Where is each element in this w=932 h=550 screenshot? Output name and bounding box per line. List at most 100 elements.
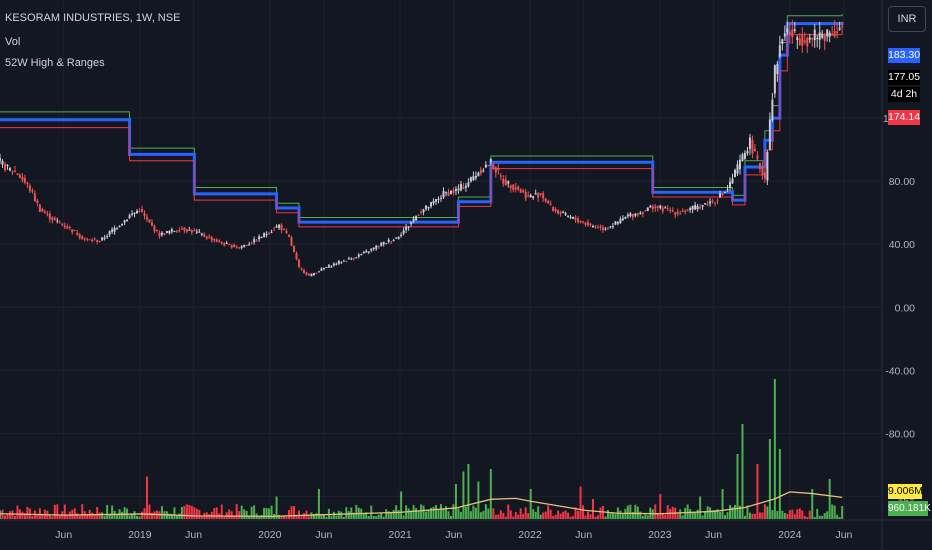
candle-body (365, 250, 368, 253)
candle-body (263, 233, 266, 237)
candle-body (427, 207, 430, 209)
volume-bar (111, 505, 114, 519)
candle-body (664, 207, 667, 209)
volume-bar (435, 505, 438, 519)
candle-body (524, 192, 527, 199)
volume-bar (534, 511, 537, 519)
candle-body (113, 228, 116, 232)
volume-bar (679, 509, 682, 519)
candle-body (432, 200, 435, 204)
candle-body (773, 65, 776, 94)
volume-bar (410, 510, 413, 519)
volume-bar (738, 505, 741, 519)
candle-body (577, 218, 580, 223)
volume-bar (183, 505, 186, 519)
candle-body (53, 217, 56, 220)
candle-body (716, 200, 719, 202)
candle-body (771, 99, 774, 121)
candle-body (806, 37, 809, 47)
volume-bar (390, 512, 393, 519)
volume-bar (153, 511, 156, 519)
volume-bar (51, 516, 54, 519)
candle-body (352, 257, 355, 259)
volume-bar (771, 509, 774, 519)
candle-body (743, 152, 746, 159)
candle-body (342, 260, 345, 262)
candle-body (275, 226, 278, 228)
volume-bar (175, 515, 178, 519)
candle-body (372, 247, 375, 250)
candle-body (684, 210, 687, 212)
candle-body (297, 259, 300, 267)
volume-bar (53, 504, 56, 519)
currency-button[interactable]: INR (888, 6, 926, 32)
candle-body (21, 177, 24, 181)
candle-body (649, 206, 652, 208)
x-tick-label: Jun (315, 529, 332, 541)
candle-body (656, 206, 659, 208)
candle-body (415, 215, 418, 221)
candle-body (390, 241, 393, 243)
volume-bar (128, 515, 131, 519)
volume-bar (474, 507, 477, 519)
candle-body (293, 245, 295, 253)
candle-body (81, 236, 84, 240)
candle-body (33, 193, 36, 202)
volume-bar (444, 506, 447, 519)
volume-bar (180, 507, 183, 519)
volume-bar (554, 514, 557, 519)
candle-body (422, 209, 425, 213)
candle-body (250, 243, 253, 245)
candle-body (494, 167, 497, 173)
volume-bar (452, 504, 455, 519)
candle-body (148, 219, 151, 223)
time-axis[interactable]: Jun 2019 Jun 2020 Jun 2021 Jun 2022 Jun 2023 Jun 20… (0, 519, 932, 541)
candle-body (467, 182, 470, 187)
candle-body (604, 228, 607, 230)
candle-body (661, 207, 664, 212)
volume-bar (432, 506, 435, 519)
candle-body (671, 210, 674, 212)
volume-bar (743, 515, 746, 519)
symbol-title[interactable]: KESORAM INDUSTRIES, 1W, NSE (5, 12, 181, 24)
volume-bar (173, 507, 176, 519)
volume-bar (838, 516, 841, 519)
volume-bar (213, 508, 216, 519)
volume-bar (654, 504, 657, 519)
x-tick-label: 2022 (518, 529, 542, 541)
candle-body (836, 31, 839, 33)
candle-body (639, 212, 642, 214)
volume-bar (801, 510, 804, 519)
volume-bar (370, 505, 373, 519)
candle-body (552, 206, 555, 212)
candle-body (93, 239, 96, 241)
volume-bar (808, 510, 811, 519)
candle-body (302, 269, 305, 273)
volume-bar (6, 513, 9, 519)
volume-bar (300, 516, 303, 519)
volume-bar (716, 509, 719, 519)
volume-bar (841, 506, 844, 519)
volume-bar (427, 510, 430, 519)
candle-body (821, 33, 824, 38)
candle-body (444, 192, 447, 194)
candle-body (474, 176, 477, 179)
candle-body (175, 230, 178, 232)
candle-body (609, 226, 612, 228)
vol-indicator-label[interactable]: Vol (5, 36, 21, 48)
candle-body (791, 29, 794, 38)
volume-bar (606, 510, 609, 519)
candle-body (522, 190, 525, 193)
candle-body (621, 218, 624, 221)
candle-body (208, 236, 211, 238)
candle-body (731, 178, 734, 184)
candle-body (392, 239, 395, 242)
candle-body (616, 221, 619, 224)
volume-bar (798, 508, 801, 519)
candle-body (509, 185, 512, 189)
candle-body (679, 213, 682, 215)
candle-body (126, 219, 129, 222)
52w-indicator-label[interactable]: 52W High & Ranges (5, 57, 105, 69)
mid-line (0, 22, 844, 224)
